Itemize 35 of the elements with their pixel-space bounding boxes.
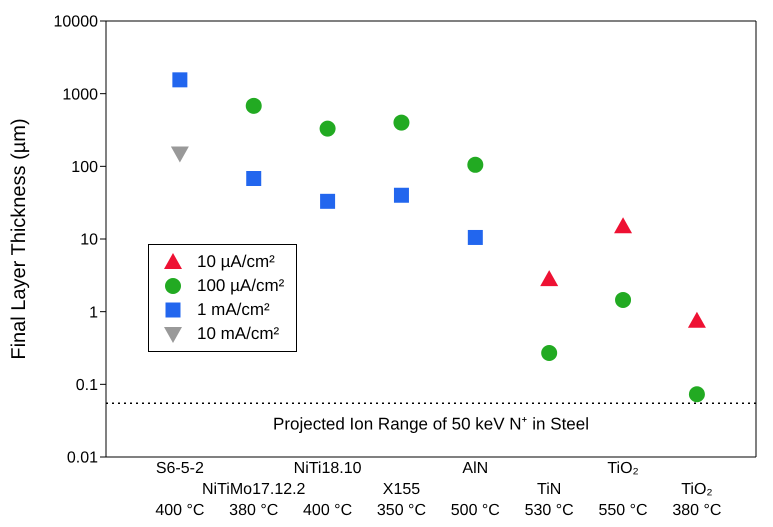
y-tick-label: 10000: [54, 14, 98, 31]
y-tick-label: 0.1: [76, 377, 98, 394]
y-tick-label: 100: [71, 159, 98, 176]
legend-label: 10 mA/cm²: [197, 324, 280, 344]
category-label: AlN 500 °C: [450, 460, 500, 519]
category-label: TiO₂ 550 °C: [598, 460, 648, 519]
point: [468, 230, 483, 245]
point: [393, 114, 410, 131]
y-tick-label: 1000: [62, 86, 98, 104]
point: [688, 386, 705, 402]
point: [540, 270, 558, 286]
point: [246, 171, 262, 186]
y-tick-label: 10: [80, 232, 98, 249]
category-label: S6-5-2 400 °C: [155, 460, 204, 519]
point: [615, 292, 632, 308]
ref-line-label: Projected Ion Range of 50 keV N⁺ in Steel: [273, 414, 589, 434]
legend-label: 10 µA/cm²: [197, 252, 275, 272]
point: [688, 312, 706, 328]
x-tick-label: X155 350 °C: [376, 481, 426, 519]
x-tick-label: TiN 530 °C: [524, 481, 574, 519]
point: [246, 98, 262, 114]
point: [170, 146, 189, 163]
y-tick-label: 1: [89, 304, 98, 322]
point: [541, 344, 558, 361]
y-tick-label: 0.01: [66, 450, 98, 467]
legend-label: 100 µA/cm²: [197, 276, 284, 296]
x-tick-label: TiO₂ 380 °C: [672, 481, 722, 519]
legend-label: 1 mA/cm²: [197, 300, 270, 320]
point: [172, 72, 188, 88]
point: [394, 188, 409, 203]
point: [320, 120, 336, 137]
point: [614, 217, 632, 234]
point: [467, 156, 484, 173]
y-axis-title: Final Layer Thickness (µm): [8, 118, 30, 360]
point: [320, 194, 336, 209]
